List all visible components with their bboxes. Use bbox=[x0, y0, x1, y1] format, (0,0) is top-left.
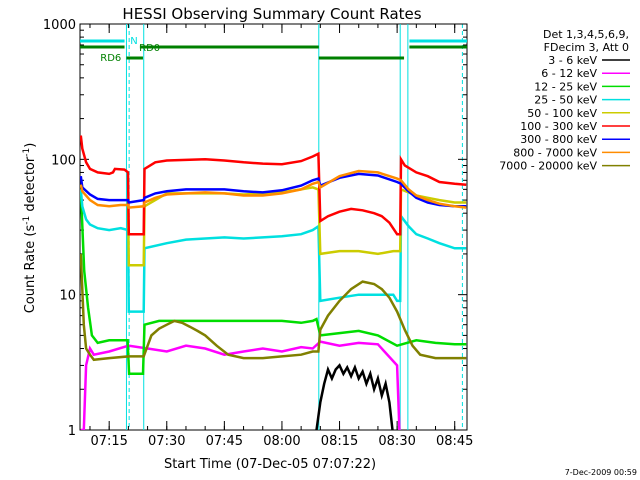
series-line-7 bbox=[80, 169, 467, 209]
y-tick-label: 10 bbox=[59, 289, 76, 304]
legend-label-1: 6 - 12 keV bbox=[541, 67, 597, 80]
legend-label-5: 100 - 300 keV bbox=[520, 120, 597, 133]
series-line-5 bbox=[80, 135, 467, 236]
legend-label-8: 7000 - 20000 keV bbox=[499, 160, 597, 173]
series-line-2 bbox=[80, 189, 467, 376]
legend-label-0: 3 - 6 keV bbox=[548, 54, 597, 67]
y-tick-label: 100 bbox=[51, 153, 76, 168]
y-tick-label: 1 bbox=[68, 424, 76, 439]
legend-header-line-1: Det 1,3,4,5,6,9, bbox=[543, 28, 629, 41]
status-label-n: N bbox=[130, 36, 137, 47]
legend: Det 1,3,4,5,6,9, FDecim 3, Att 0 3 - 6 k… bbox=[499, 28, 630, 173]
x-axis-label: Start Time (07-Dec-05 07:07:22) bbox=[164, 457, 376, 472]
x-tick-label: 08:15 bbox=[321, 434, 358, 449]
legend-label-7: 800 - 7000 keV bbox=[513, 146, 597, 159]
legend-header-line-2: FDecim 3, Att 0 bbox=[544, 41, 629, 54]
legend-label-6: 300 - 800 keV bbox=[520, 133, 597, 146]
series-line-4 bbox=[126, 186, 467, 267]
y-axis-label: Count Rate (s-1 detector-1) bbox=[22, 143, 38, 314]
legend-label-2: 12 - 25 keV bbox=[534, 80, 597, 93]
legend-label-4: 50 - 100 keV bbox=[527, 107, 597, 120]
x-tick-label: 08:00 bbox=[263, 434, 300, 449]
x-tick-label: 07:30 bbox=[148, 434, 185, 449]
footer-timestamp: 7-Dec-2009 00:59 bbox=[565, 468, 637, 477]
y-tick-label: 1000 bbox=[43, 18, 76, 33]
series-line-3 bbox=[80, 189, 467, 313]
plot-frame bbox=[79, 23, 468, 431]
status-label-rd6: RD6 bbox=[100, 53, 121, 64]
status-label-rd0: RD0 bbox=[139, 43, 160, 54]
series-line-8 bbox=[80, 253, 467, 362]
x-tick-label: 08:45 bbox=[436, 434, 473, 449]
x-tick-label: 07:45 bbox=[206, 434, 243, 449]
x-tick-label: 07:15 bbox=[90, 434, 127, 449]
series-line-6 bbox=[80, 172, 467, 208]
x-tick-label: 08:30 bbox=[378, 434, 415, 449]
legend-label-3: 25 - 50 keV bbox=[534, 94, 597, 107]
series-line-0 bbox=[315, 363, 394, 430]
series-line-1 bbox=[80, 340, 401, 430]
chart-title: HESSI Observing Summary Count Rates bbox=[122, 5, 421, 23]
